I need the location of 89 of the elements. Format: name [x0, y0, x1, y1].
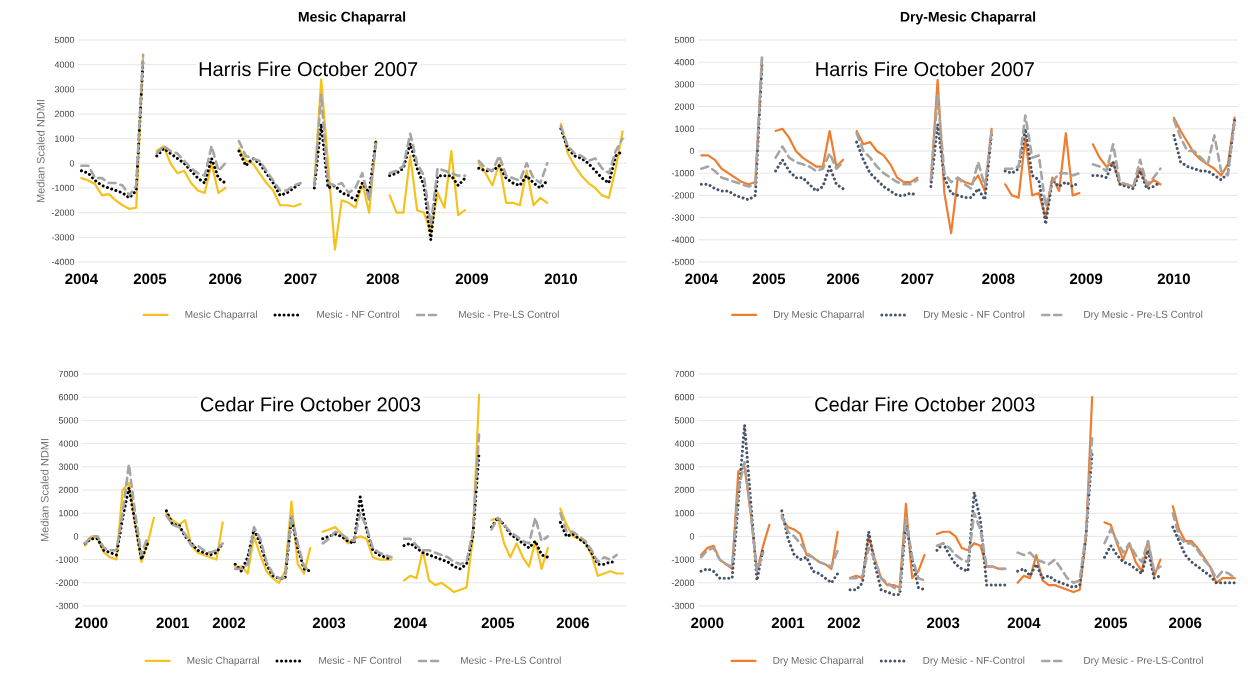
legend-label: Mesic Chaparral [185, 310, 257, 320]
legend-label: Dry Mesic - NF-Control [923, 656, 1025, 666]
y-tick-label: 1000 [675, 510, 695, 517]
x-tick-label: 2001 [156, 617, 189, 629]
y-tick-label: -4000 [51, 258, 75, 266]
y-tick-label: 4000 [674, 58, 695, 66]
y-tick-label: -3000 [51, 234, 75, 241]
y-tick-label: -1000 [671, 556, 695, 563]
x-tick-label: 2009 [455, 273, 488, 285]
x-tick-label: 2005 [133, 273, 167, 285]
x-tick-label: 2004 [65, 273, 99, 285]
x-tick-label: 2008 [982, 273, 1015, 285]
legend-label: Dry Mesic Chaparral [773, 656, 864, 666]
y-tick-label: 1000 [59, 510, 79, 517]
legend-label: Mesic - Pre-LS Control [461, 656, 561, 664]
y-tick-label: -1000 [51, 184, 75, 192]
y-tick-label: -1000 [55, 556, 79, 563]
y-tick-label: -2000 [55, 579, 79, 586]
x-tick-label: 2006 [826, 273, 860, 285]
x-tick-label: 2008 [366, 273, 400, 285]
x-tick-label: 2003 [927, 617, 960, 629]
y-axis-title: Median Scaled NDMI [40, 439, 49, 542]
legend-label: Dry Mesic - NF Control [924, 310, 1025, 320]
x-tick-label: 2005 [752, 273, 786, 285]
y-tick-label: -4000 [671, 236, 695, 243]
y-tick-label: 0 [689, 533, 695, 540]
y-tick-label: 1000 [55, 135, 75, 142]
y-tick-label: 5000 [674, 36, 695, 44]
y-tick-label: 0 [73, 533, 79, 540]
legend-label: Dry Mesic Chaparral [774, 310, 864, 320]
x-tick-label: 2009 [1069, 273, 1103, 285]
y-tick-label: 7000 [58, 370, 79, 378]
x-tick-label: 2010 [1157, 273, 1190, 285]
x-tick-label: 2004 [685, 273, 718, 285]
y-tick-label: 5000 [54, 36, 75, 44]
y-tick-label: 6000 [674, 394, 695, 401]
y-tick-label: 4000 [674, 440, 695, 447]
x-tick-label: 2007 [284, 273, 317, 285]
y-tick-label: -3000 [671, 214, 695, 221]
chart-title: Dry-Mesic Chaparral [900, 11, 1036, 25]
y-tick-label: 2000 [54, 110, 75, 118]
y-tick-label: -5000 [671, 258, 695, 266]
y-tick-label: -2000 [671, 579, 695, 586]
x-tick-label: 2002 [827, 617, 860, 629]
x-tick-label: 2004 [1007, 617, 1041, 629]
x-tick-label: 2005 [1094, 617, 1128, 629]
x-tick-label: 2010 [544, 273, 577, 285]
y-tick-label: 1000 [675, 125, 695, 132]
y-tick-label: 2000 [58, 486, 79, 494]
y-tick-label: 6000 [58, 394, 79, 401]
x-tick-label: 2005 [481, 617, 515, 629]
y-tick-label: -3000 [55, 602, 79, 610]
y-tick-label: 3000 [674, 81, 695, 88]
y-tick-label: 3000 [58, 463, 79, 470]
x-tick-label: 2003 [312, 617, 346, 629]
y-tick-label: 0 [689, 147, 695, 155]
legend-label: Mesic - Pre-LS Control [459, 310, 559, 318]
y-tick-label: -1000 [671, 169, 695, 177]
legend-label: Mesic Chaparral [187, 656, 259, 666]
x-tick-label: 2002 [212, 617, 246, 629]
y-tick-label: 5000 [674, 417, 695, 424]
x-tick-label: 2007 [901, 273, 934, 285]
x-tick-label: 2001 [771, 617, 805, 629]
x-tick-label: 2004 [394, 617, 427, 629]
y-tick-label: 3000 [54, 86, 75, 93]
y-tick-label: 0 [69, 160, 75, 167]
x-tick-label: 2006 [1169, 617, 1202, 629]
chart-title: Mesic Chaparral [298, 11, 406, 25]
legend-label: Mesic - NF Control [319, 656, 402, 664]
y-axis-title: Median Scaled NDMI [36, 100, 45, 203]
legend-label: Dry Mesic - Pre-LS Control [1084, 310, 1203, 320]
legend-label: Dry Mesic - Pre-LS-Control [1084, 656, 1203, 666]
x-tick-label: 2006 [556, 617, 589, 629]
annotation: Harris Fire October 2007 [816, 61, 1034, 77]
y-tick-label: 2000 [674, 486, 695, 494]
y-tick-label: 4000 [54, 61, 75, 68]
legend-label: Mesic - NF Control [317, 310, 400, 318]
y-tick-label: 5000 [58, 417, 79, 424]
y-tick-label: -2000 [671, 192, 695, 199]
y-tick-label: 2000 [674, 103, 695, 110]
y-tick-label: 7000 [674, 370, 695, 378]
y-tick-label: -3000 [671, 602, 695, 610]
y-tick-label: 4000 [58, 440, 79, 447]
x-tick-label: 2006 [209, 273, 242, 285]
y-tick-label: -2000 [51, 209, 75, 216]
annotation: Cedar Fire October 2003 [200, 396, 421, 412]
y-tick-label: 3000 [674, 463, 695, 470]
annotation: Harris Fire October 2007 [199, 61, 418, 77]
annotation: Cedar Fire October 2003 [815, 396, 1035, 412]
